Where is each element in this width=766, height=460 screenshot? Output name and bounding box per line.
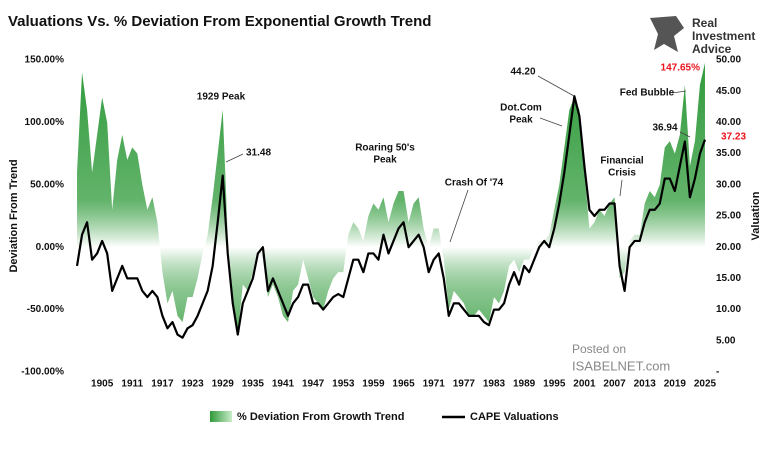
annotation: Peak bbox=[373, 155, 397, 166]
x-tick-label: 2013 bbox=[634, 379, 657, 390]
x-tick-label: 1929 bbox=[212, 379, 235, 390]
annotation: Fed Bubble bbox=[620, 88, 675, 99]
annotation-leader bbox=[539, 117, 563, 127]
x-tick-label: 1941 bbox=[272, 379, 295, 390]
legend-label: CAPE Valuations bbox=[470, 411, 559, 423]
x-tick-label: 2007 bbox=[603, 379, 626, 390]
x-tick-label: 1947 bbox=[302, 379, 325, 390]
y2-tick-label: 50.00 bbox=[716, 55, 741, 66]
annotation: Peak bbox=[509, 115, 533, 126]
data-label: 36.94 bbox=[652, 123, 677, 134]
legend-label: % Deviation From Growth Trend bbox=[237, 411, 404, 423]
legend-swatch bbox=[210, 411, 232, 422]
x-tick-label: 2025 bbox=[694, 379, 717, 390]
watermark: ISABELNET.com bbox=[572, 358, 670, 373]
x-tick-label: 1911 bbox=[121, 379, 143, 390]
annotation-leader bbox=[225, 153, 244, 163]
data-label: 37.23 bbox=[721, 132, 746, 143]
y-axis-title: Deviation From Trend bbox=[8, 159, 20, 272]
data-label: 147.65% bbox=[661, 63, 701, 74]
logo: Real Investment Advice bbox=[650, 16, 755, 56]
y2-tick-label: 15.00 bbox=[716, 273, 741, 284]
x-tick-label: 1917 bbox=[151, 379, 174, 390]
x-tick-label: 2001 bbox=[573, 379, 596, 390]
chart-title: Valuations Vs. % Deviation From Exponent… bbox=[8, 13, 431, 30]
y-tick-label: -50.00% bbox=[27, 304, 64, 315]
x-tick-label: 1983 bbox=[483, 379, 506, 390]
y2-tick-label: 30.00 bbox=[716, 179, 741, 190]
deviation-area bbox=[77, 62, 705, 335]
watermark: Posted on bbox=[572, 342, 626, 356]
y2-tick-label: 10.00 bbox=[716, 304, 741, 315]
annotation: Crisis bbox=[608, 168, 636, 179]
y2-tick-label: 20.00 bbox=[716, 242, 741, 253]
y2-axis-title: Valuation bbox=[750, 191, 762, 240]
x-tick-label: 2019 bbox=[664, 379, 687, 390]
annotation-leader bbox=[537, 75, 575, 97]
y-tick-label: 150.00% bbox=[25, 55, 65, 66]
y2-tick-label: 5.00 bbox=[716, 335, 736, 346]
x-tick-label: 1995 bbox=[543, 379, 566, 390]
x-tick-label: 1905 bbox=[91, 379, 114, 390]
annotation-leader bbox=[671, 90, 687, 94]
x-tick-label: 1965 bbox=[392, 379, 415, 390]
annotation: Financial bbox=[600, 156, 644, 167]
y2-tick-label: 25.00 bbox=[716, 211, 741, 222]
annotation: Dot.Com bbox=[500, 103, 542, 114]
annotation-leader bbox=[449, 189, 469, 243]
y2-tick-label: - bbox=[716, 367, 719, 378]
y-tick-label: 50.00% bbox=[30, 179, 64, 190]
x-tick-label: 1977 bbox=[453, 379, 476, 390]
x-tick-label: 1935 bbox=[242, 379, 265, 390]
y2-tick-label: 40.00 bbox=[716, 117, 741, 128]
logo-icon bbox=[650, 16, 684, 52]
annotation-leader bbox=[679, 131, 691, 138]
y2-tick-label: 35.00 bbox=[716, 148, 741, 159]
legend: % Deviation From Growth Trend CAPE Valua… bbox=[210, 411, 559, 423]
annotation: 1929 Peak bbox=[197, 92, 246, 103]
x-tick-label: 1959 bbox=[362, 379, 385, 390]
annotation: Roaring 50's bbox=[355, 143, 415, 154]
x-tick-label: 1989 bbox=[513, 379, 536, 390]
y2-tick-label: 45.00 bbox=[716, 86, 741, 97]
data-label: 44.20 bbox=[510, 67, 535, 78]
logo-text: Real bbox=[692, 16, 717, 30]
x-tick-label: 1923 bbox=[181, 379, 204, 390]
data-label: 31.48 bbox=[246, 148, 271, 159]
logo-text: Advice bbox=[692, 42, 732, 56]
cape-line bbox=[75, 95, 707, 339]
x-tick-label: 1953 bbox=[332, 379, 355, 390]
y-tick-label: 100.00% bbox=[25, 117, 65, 128]
annotation-leader bbox=[619, 179, 623, 197]
annotation: Crash Of '74 bbox=[445, 178, 504, 189]
logo-text: Investment bbox=[692, 29, 755, 43]
y-tick-label: -100.00% bbox=[21, 367, 64, 378]
y-tick-label: 0.00% bbox=[36, 242, 64, 253]
x-tick-label: 1971 bbox=[423, 379, 446, 390]
